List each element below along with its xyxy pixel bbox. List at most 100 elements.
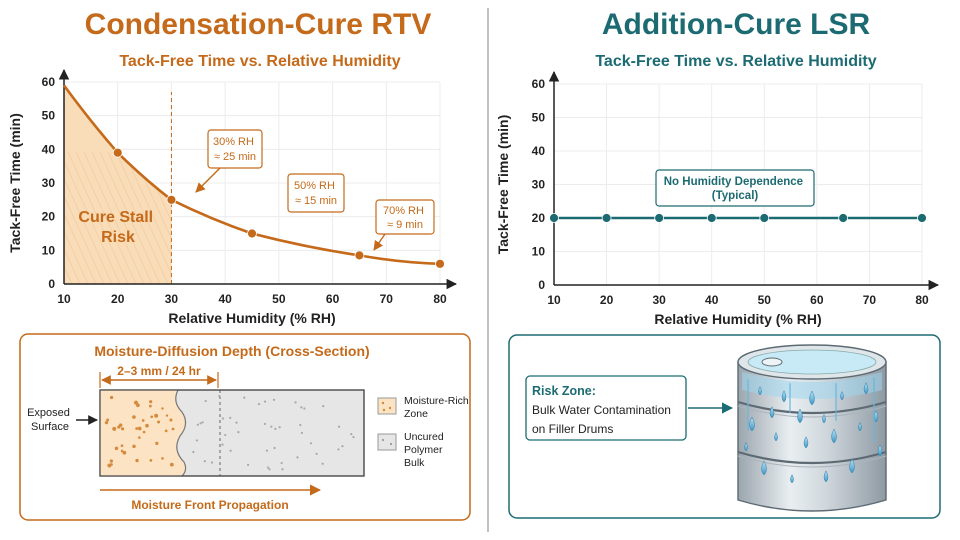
svg-text:30% RH ≈ 25 min: 30% RH ≈ 25 min [213,136,257,163]
water-drop [809,390,815,406]
water-drop [797,408,803,424]
callout-30rh-line-1: 30% RH [213,136,254,148]
polymer-dot [266,466,270,469]
data-point-1 [112,147,123,158]
moisture-dot [141,419,145,422]
polymer-dot [341,445,344,448]
water-drop [758,386,762,396]
polymer-dot [322,405,325,408]
polymer-dot [268,468,271,471]
water-drop [823,470,829,483]
moisture-dot [155,441,159,446]
polymer-dot [257,402,261,406]
hatch-line [64,151,105,284]
moisture-dot [110,463,113,466]
y-tick-label-6: 60 [532,77,546,91]
x-tick-label-5: 60 [326,292,340,306]
moisture-dot [169,418,173,422]
polymer-dot [201,421,204,424]
polymer-dot [221,443,224,446]
x-tick-label-4: 50 [272,292,286,306]
legend-wet-swatch [377,397,397,415]
data-point-1 [601,213,612,223]
hatch-line [163,151,172,284]
polymer-dot [210,461,214,464]
y-tick-label-3: 30 [42,176,56,190]
cure-stall-label: Cure Stall Risk [78,209,157,246]
rtv-title: Condensation-Cure RTV [85,8,432,41]
y-tick-label-0: 0 [538,278,545,292]
moisture-dot [106,418,110,422]
polymer-dot [246,463,250,466]
y-tick-label-0: 0 [48,277,55,291]
moisture-dot [150,415,154,419]
data-point-4 [354,250,365,261]
y-axis-label: Tack-Free Time (min) [495,115,511,255]
hatch-line [67,151,129,284]
data-point-4 [759,213,770,223]
polymer-dot [229,416,232,420]
polymer-dot [300,406,303,409]
legend-dry-swatch [377,433,397,451]
cure-stall-line-1: Cure Stall [78,209,153,226]
no-dependence-annotation: No Humidity Dependence (Typical) [655,169,815,207]
hatch-line [64,151,113,284]
hatch-line [64,151,89,284]
moisture-dot [145,423,149,428]
moisture-dot [169,462,174,467]
moisture-front-edge [175,389,187,477]
polymer-dot [224,433,227,437]
svg-text:Moisture-Rich Zone: Moisture-Rich Zone [404,395,472,420]
callout-70rh-line-2: ≈ 9 min [387,219,423,231]
callout-70rh: 70% RH ≈ 9 min [373,199,435,251]
polymer-dot [274,427,277,430]
svg-text:No Humidity Dependence (: No Humidity Dependence (Typical) [664,176,807,202]
y-tick-label-4: 40 [532,144,546,158]
polymer-dot [218,394,221,398]
svg-text:50% RH ≈ 15 min: 50% RH ≈ 15 min [294,180,338,207]
moisture-dot [132,415,136,419]
moisture-dot [109,459,114,463]
y-tick-label-1: 10 [42,243,56,257]
moisture-dots [104,395,175,468]
x-tick-label-3: 40 [218,292,232,306]
x-tick-label-0: 10 [57,292,71,306]
water-drop [769,406,775,419]
moisture-dot [132,444,136,449]
data-point-3 [247,228,257,239]
moisture-dot [120,427,125,431]
moisture-dot [161,457,164,460]
risk-zone-box [525,375,687,441]
data-point-2 [166,194,177,205]
risk-zone-heading: Risk Zone: [532,384,596,398]
moisture-rich-zone [100,390,186,476]
diffusion-panel: Moisture-Diffusion Depth (Cross-Section)… [19,333,472,521]
moisture-dot [149,404,152,408]
x-tick-label-7: 80 [915,293,929,307]
polymer-dot [237,431,240,434]
moisture-dot [120,444,124,448]
data-point-6 [917,213,927,223]
data-point-2 [654,213,665,223]
y-tick-label-2: 20 [42,210,56,224]
x-tick-label-6: 70 [380,292,394,306]
annotation-line-2: (Typical) [712,190,759,202]
legend-wet-line-2: Zone [404,408,428,420]
filler-drum-icon [737,344,887,512]
moisture-dot [154,413,159,418]
hatch-line [64,151,81,284]
polymer-dot [278,426,281,429]
moisture-dot [134,400,138,405]
polymer-dot [280,461,283,465]
x-tick-label-0: 10 [547,293,561,307]
moisture-dot [120,449,124,453]
water-drop [840,391,844,401]
hatch-line [115,151,172,284]
x-tick-label-4: 50 [758,293,772,307]
y-tick-label-4: 40 [42,142,56,156]
water-drop [749,416,755,432]
polymer-dot [229,449,232,452]
rtv-chart-subtitle: Tack-Free Time vs. Relative Humidity [119,53,400,70]
